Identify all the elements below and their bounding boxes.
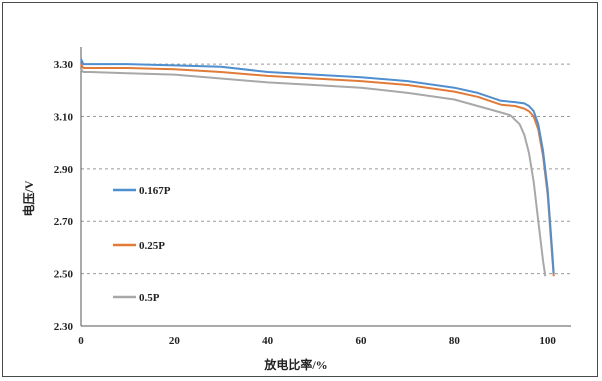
y-axis-title: 电压/V <box>21 180 36 216</box>
series-layer <box>80 58 555 277</box>
chart-frame: 2.30 2.50 2.70 2.90 3.10 3.30 0 20 40 60 80 100 0.1… <box>2 2 598 377</box>
grid-layer <box>81 63 571 275</box>
x-tick-label: 100 <box>539 335 556 347</box>
legend-label-0.5P: 0.5P <box>139 292 160 304</box>
x-axis-title: 放电比率/% <box>263 357 327 372</box>
x-tick-label: 80 <box>449 335 461 347</box>
legend-label-0.167P: 0.167P <box>139 185 171 197</box>
series-line-0.167P <box>80 58 555 274</box>
axis-labels: 放电比率/% 电压/V <box>21 180 328 372</box>
x-tick-label: 0 <box>78 335 84 347</box>
discharge-voltage-chart: 2.30 2.50 2.70 2.90 3.10 3.30 0 20 40 60 80 100 0.1… <box>21 47 571 372</box>
y-tick-label: 3.10 <box>54 111 74 123</box>
y-tick-label: 2.30 <box>54 321 74 333</box>
legend-label-0.25P: 0.25P <box>139 240 165 252</box>
x-tick-label: 60 <box>356 335 368 347</box>
x-tick-label: 40 <box>262 335 274 347</box>
x-tick-label: 20 <box>169 335 181 347</box>
legend: 0.167P 0.25P 0.5P <box>113 185 171 304</box>
y-tick-label: 2.50 <box>54 269 74 281</box>
y-tick-label: 2.70 <box>54 216 74 228</box>
y-tick-label: 3.30 <box>54 59 74 71</box>
axis-layer: 2.30 2.50 2.70 2.90 3.10 3.30 0 20 40 60 80 100 <box>54 47 571 347</box>
series-line-0.5P <box>80 68 547 277</box>
y-tick-label: 2.90 <box>54 164 74 176</box>
